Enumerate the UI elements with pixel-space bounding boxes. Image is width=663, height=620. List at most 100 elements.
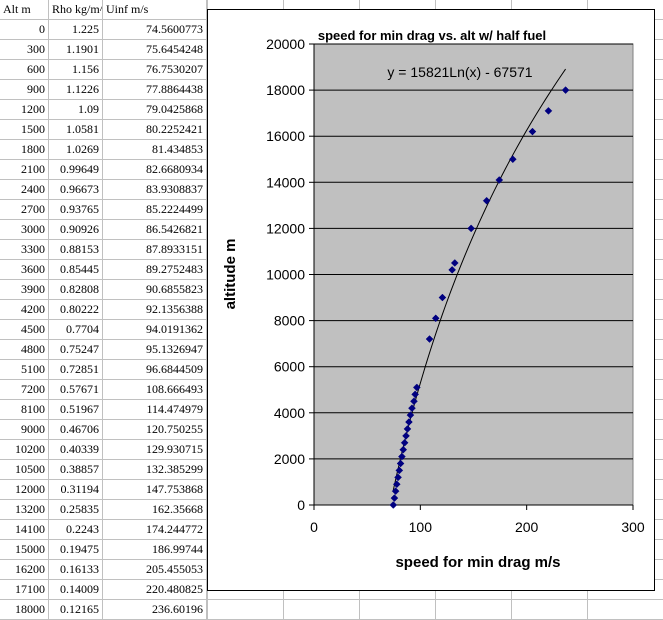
- table-cell[interactable]: 0: [0, 20, 49, 40]
- table-cell[interactable]: 0.51967: [49, 400, 103, 420]
- table-cell[interactable]: 3600: [0, 260, 49, 280]
- table-cell[interactable]: 0.88153: [49, 240, 103, 260]
- table-cell[interactable]: 14100: [0, 520, 49, 540]
- table-cell[interactable]: 82.6680934: [103, 160, 207, 180]
- table-cell[interactable]: 89.2752483: [103, 260, 207, 280]
- table-cell[interactable]: 2400: [0, 180, 49, 200]
- table-cell[interactable]: 120.750255: [103, 420, 207, 440]
- table-cell[interactable]: 1200: [0, 100, 49, 120]
- table-cell[interactable]: 0.25835: [49, 500, 103, 520]
- table-cell[interactable]: 132.385299: [103, 460, 207, 480]
- chart-object[interactable]: 0 2000 4000 6000 8000 10000 12000 14000 16000 180…: [207, 9, 655, 591]
- table-cell[interactable]: 74.5600773: [103, 20, 207, 40]
- table-cell[interactable]: 0.82808: [49, 280, 103, 300]
- table-cell[interactable]: 80.2252421: [103, 120, 207, 140]
- table-cell[interactable]: 7200: [0, 380, 49, 400]
- table-cell[interactable]: 1.0269: [49, 140, 103, 160]
- table-cell[interactable]: 220.480825: [103, 580, 207, 600]
- table-cell[interactable]: 0.7704: [49, 320, 103, 340]
- table-cell[interactable]: 0.99649: [49, 160, 103, 180]
- table-cell[interactable]: 174.244772: [103, 520, 207, 540]
- table-cell[interactable]: 2700: [0, 200, 49, 220]
- header-cell[interactable]: Rho kg/m^3: [49, 0, 103, 20]
- table-cell[interactable]: 0.46706: [49, 420, 103, 440]
- table-cell[interactable]: 12000: [0, 480, 49, 500]
- table-cell[interactable]: 13200: [0, 500, 49, 520]
- table-cell[interactable]: 0.16133: [49, 560, 103, 580]
- table-cell[interactable]: 15000: [0, 540, 49, 560]
- table-cell[interactable]: 300: [0, 40, 49, 60]
- table-cell[interactable]: 9000: [0, 420, 49, 440]
- table-cell[interactable]: 4200: [0, 300, 49, 320]
- table-cell[interactable]: 3000: [0, 220, 49, 240]
- header-cell[interactable]: Uinf m/s: [103, 0, 207, 20]
- table-cell[interactable]: 0.96673: [49, 180, 103, 200]
- y-tick-label: 0: [297, 497, 305, 513]
- table-cell[interactable]: 1.225: [49, 20, 103, 40]
- table-cell[interactable]: 92.1356388: [103, 300, 207, 320]
- table-cell[interactable]: 75.6454248: [103, 40, 207, 60]
- table-cell[interactable]: 108.666493: [103, 380, 207, 400]
- table-cell[interactable]: 79.0425868: [103, 100, 207, 120]
- table-cell[interactable]: 85.2224499: [103, 200, 207, 220]
- data-point: [394, 473, 402, 482]
- table-cell[interactable]: 77.8864438: [103, 80, 207, 100]
- table-cell[interactable]: 90.6855823: [103, 280, 207, 300]
- table-cell[interactable]: 16200: [0, 560, 49, 580]
- table-cell[interactable]: 5100: [0, 360, 49, 380]
- table-cell[interactable]: 10500: [0, 460, 49, 480]
- table-cell[interactable]: 1800: [0, 140, 49, 160]
- table-cell[interactable]: 1.1901: [49, 40, 103, 60]
- table-cell[interactable]: 94.0191362: [103, 320, 207, 340]
- table-cell[interactable]: 147.753868: [103, 480, 207, 500]
- table-cell[interactable]: 0.2243: [49, 520, 103, 540]
- table-cell[interactable]: 0.14009: [49, 580, 103, 600]
- table-cell[interactable]: 0.85445: [49, 260, 103, 280]
- table-cell[interactable]: 600: [0, 60, 49, 80]
- table-cell[interactable]: 95.1326947: [103, 340, 207, 360]
- table-cell[interactable]: 96.6844509: [103, 360, 207, 380]
- table-cell[interactable]: 76.7530207: [103, 60, 207, 80]
- y-tick-label: 16000: [266, 128, 305, 144]
- table-cell[interactable]: 0.12165: [49, 600, 103, 620]
- table-cell[interactable]: 0.57671: [49, 380, 103, 400]
- table-cell[interactable]: 8100: [0, 400, 49, 420]
- table-cell[interactable]: 900: [0, 80, 49, 100]
- table-cell[interactable]: 0.72851: [49, 360, 103, 380]
- table-cell[interactable]: 2100: [0, 160, 49, 180]
- table-cell[interactable]: 114.474979: [103, 400, 207, 420]
- table-cell[interactable]: 0.38857: [49, 460, 103, 480]
- table-cell[interactable]: 236.60196: [103, 600, 207, 620]
- data-point: [448, 266, 457, 274]
- table-cell[interactable]: 1.09: [49, 100, 103, 120]
- table-cell[interactable]: 4800: [0, 340, 49, 360]
- table-cell[interactable]: 86.5426821: [103, 220, 207, 240]
- table-cell[interactable]: 87.8933151: [103, 240, 207, 260]
- table-cell[interactable]: 4500: [0, 320, 49, 340]
- data-point: [467, 224, 475, 233]
- table-cell[interactable]: 1.156: [49, 60, 103, 80]
- table-cell[interactable]: 83.9308837: [103, 180, 207, 200]
- table-cell[interactable]: 1.1226: [49, 80, 103, 100]
- table-cell[interactable]: 129.930715: [103, 440, 207, 460]
- table-cell[interactable]: 1.0581: [49, 120, 103, 140]
- table-cell[interactable]: 1500: [0, 120, 49, 140]
- table-cell[interactable]: 3300: [0, 240, 49, 260]
- table-cell[interactable]: 81.434853: [103, 140, 207, 160]
- table-cell[interactable]: 0.31194: [49, 480, 103, 500]
- table-cell[interactable]: 0.19475: [49, 540, 103, 560]
- table-cell[interactable]: 3900: [0, 280, 49, 300]
- table-cell[interactable]: 18000: [0, 600, 49, 620]
- table-cell[interactable]: 0.80222: [49, 300, 103, 320]
- table-cell[interactable]: 0.75247: [49, 340, 103, 360]
- header-cell[interactable]: Alt m: [0, 0, 49, 20]
- table-cell[interactable]: 10200: [0, 440, 49, 460]
- table-cell[interactable]: 186.99744: [103, 540, 207, 560]
- table-cell[interactable]: 0.40339: [49, 440, 103, 460]
- table-cell[interactable]: 0.93765: [49, 200, 103, 220]
- table-cell[interactable]: 17100: [0, 580, 49, 600]
- table-cell[interactable]: 205.455053: [103, 560, 207, 580]
- y-tick-label: 12000: [266, 220, 305, 236]
- table-cell[interactable]: 162.35668: [103, 500, 207, 520]
- table-cell[interactable]: 0.90926: [49, 220, 103, 240]
